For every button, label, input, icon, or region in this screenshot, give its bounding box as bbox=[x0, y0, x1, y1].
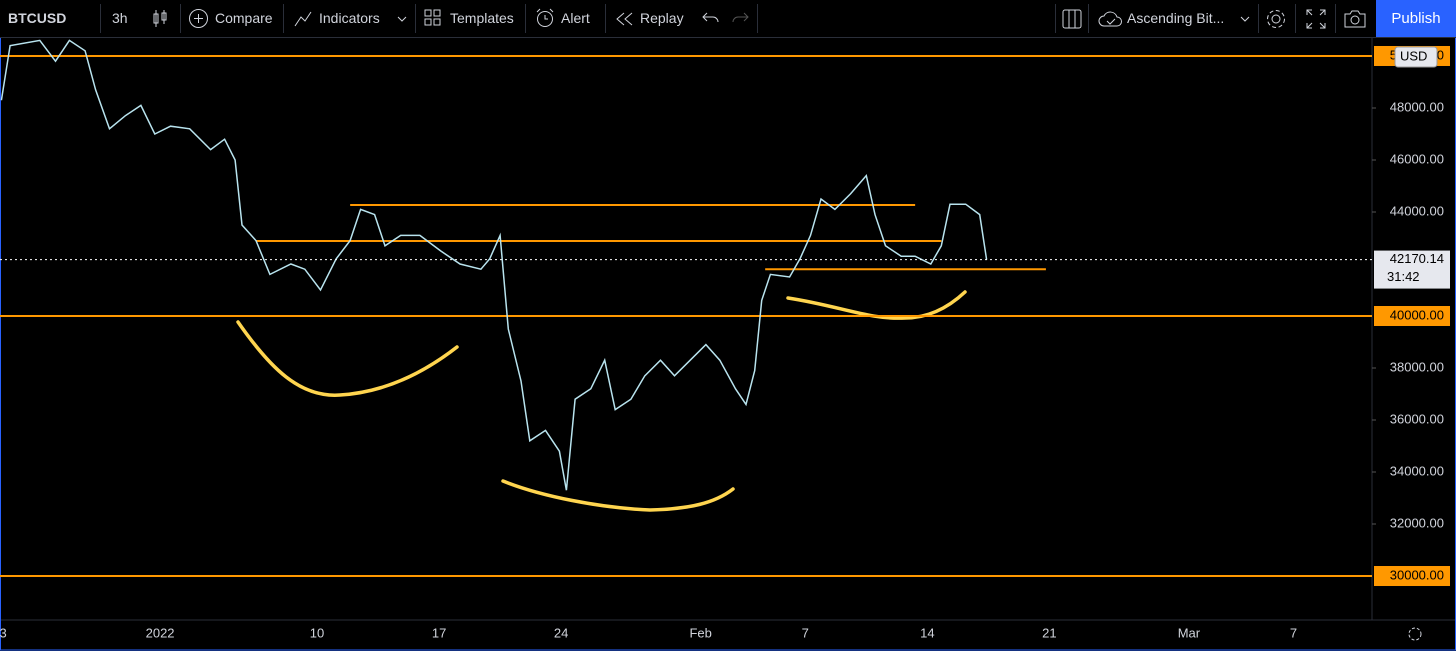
indicators[interactable]: Indicators bbox=[319, 10, 380, 26]
indicators-menu[interactable] bbox=[397, 14, 407, 51]
layout-name[interactable]: Ascending Bit... bbox=[1127, 10, 1225, 26]
alert[interactable]: Alert bbox=[561, 10, 590, 26]
x-tick-label: 10 bbox=[310, 625, 324, 640]
settings[interactable] bbox=[1265, 8, 1287, 45]
axis-settings[interactable] bbox=[1408, 627, 1422, 641]
replay-icon[interactable] bbox=[615, 11, 635, 48]
x-tick-label: 17 bbox=[432, 625, 446, 640]
countdown: 31:42 bbox=[1387, 269, 1420, 284]
symbol[interactable]: BTCUSD bbox=[8, 10, 67, 26]
currency-button-bg bbox=[1394, 46, 1438, 68]
layout-icon[interactable] bbox=[1062, 9, 1082, 46]
x-tick-label: Mar bbox=[1178, 625, 1201, 640]
snapshot[interactable] bbox=[1344, 9, 1366, 46]
freehand-drawings bbox=[236, 290, 967, 512]
y-tick-label: 36000.00 bbox=[1390, 411, 1444, 426]
x-tick-label: 3 bbox=[0, 625, 7, 640]
publish-button[interactable]: Publish bbox=[1376, 0, 1456, 37]
cloud-icon[interactable] bbox=[1098, 10, 1124, 47]
y-tick-label: 46000.00 bbox=[1390, 151, 1444, 166]
level-label-bg bbox=[1374, 566, 1450, 587]
level-label: 40000.00 bbox=[1390, 307, 1444, 322]
y-tick-label: 48000.00 bbox=[1390, 99, 1444, 114]
x-tick-label: 7 bbox=[1290, 625, 1297, 640]
x-tick-label: Feb bbox=[689, 625, 711, 640]
price-line bbox=[0, 39, 988, 491]
undo[interactable] bbox=[702, 11, 720, 48]
templates[interactable]: Templates bbox=[450, 10, 514, 26]
indicators-icon[interactable] bbox=[293, 9, 313, 46]
x-tick-label: 21 bbox=[1042, 625, 1056, 640]
x-tick-label: 24 bbox=[554, 625, 568, 640]
redo[interactable] bbox=[731, 11, 749, 48]
last-price-label: 42170.14 bbox=[1390, 251, 1444, 266]
chart-style-icon[interactable] bbox=[150, 9, 170, 46]
alert-icon[interactable] bbox=[534, 8, 556, 45]
currency-button[interactable]: USD bbox=[1400, 48, 1427, 63]
y-tick-label: 38000.00 bbox=[1390, 359, 1444, 374]
replay[interactable]: Replay bbox=[640, 10, 684, 26]
x-tick-label: 2022 bbox=[146, 625, 175, 640]
x-tick-label: 7 bbox=[802, 625, 809, 640]
x-tick-label: 14 bbox=[920, 625, 934, 640]
compare-icon[interactable] bbox=[188, 8, 209, 45]
chart: 32000.00 34000.00 36000.00 38000.00 44000.00… bbox=[0, 38, 1456, 651]
y-tick-label: 44000.00 bbox=[1390, 203, 1444, 218]
y-tick-label: 32000.00 bbox=[1390, 515, 1444, 530]
toolbar: BTCUSD 3h Compare Indicators Templates A… bbox=[0, 0, 1456, 38]
y-tick-label: 34000.00 bbox=[1390, 463, 1444, 478]
compare[interactable]: Compare bbox=[215, 10, 273, 26]
fullscreen[interactable] bbox=[1306, 9, 1326, 46]
layout-menu[interactable] bbox=[1240, 14, 1250, 51]
level-label-bg bbox=[1374, 305, 1450, 326]
interval[interactable]: 3h bbox=[112, 10, 128, 26]
last-price-bg bbox=[1374, 250, 1450, 289]
templates-icon[interactable] bbox=[424, 9, 442, 46]
level-label: 30000.00 bbox=[1390, 567, 1444, 582]
